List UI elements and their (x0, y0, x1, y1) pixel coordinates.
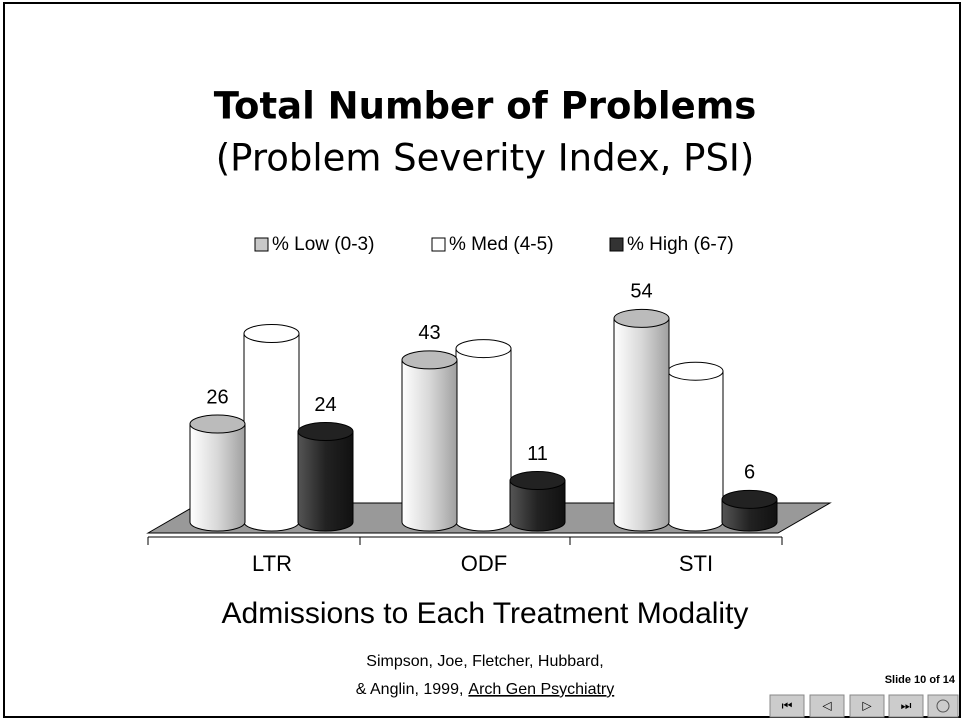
cylinder-body (667, 370, 724, 532)
cylinder-body (613, 317, 670, 532)
data-label: 24 (314, 394, 336, 416)
cylinder-top (401, 350, 458, 370)
cylinder-top (667, 361, 724, 381)
cylinder-body (401, 359, 458, 532)
citation-text: & Anglin, 1999, (356, 681, 464, 698)
citation-line: Simpson, Joe, Fletcher, Hubbard, (366, 653, 603, 670)
data-label: 6 (744, 462, 755, 484)
bar (401, 350, 458, 532)
data-label: 11 (527, 443, 548, 465)
bar (721, 489, 778, 532)
cylinder-top (509, 471, 566, 491)
data-label: 54 (630, 281, 652, 303)
x-axis-title: Admissions to Each Treatment Modality (222, 597, 749, 630)
x-tick-label: STI (679, 551, 713, 576)
icon (936, 699, 950, 713)
cylinder-top (613, 308, 670, 328)
cylinder-body (243, 333, 300, 532)
bar (509, 471, 566, 532)
menu-button[interactable] (927, 694, 959, 718)
legend-label: % Low (0-3) (272, 234, 374, 255)
first-button[interactable] (769, 694, 805, 718)
x-tick-label: LTR (252, 551, 292, 576)
cylinder-body (455, 348, 512, 532)
legend-swatch (431, 237, 446, 252)
cylinder-top (243, 324, 300, 343)
bar (189, 414, 246, 532)
journal: Arch Gen Psychiatry (468, 681, 614, 698)
legend-label: % High (6-7) (627, 234, 734, 255)
cylinder-top (455, 339, 512, 359)
cylinder-top (297, 422, 354, 442)
next-button[interactable] (849, 694, 885, 718)
icon: ◁ (821, 699, 831, 713)
cylinder-top (189, 414, 246, 434)
last-button[interactable] (888, 694, 924, 718)
prev-button[interactable] (809, 694, 845, 718)
icon: ⏮ (782, 699, 793, 713)
bar (613, 308, 670, 532)
data-label: 26 (206, 386, 228, 408)
legend-swatch (254, 237, 269, 252)
citation-line: & Anglin, 1999, Arch Gen Psychiatry (356, 681, 614, 698)
subtitle: (Problem Severity Index, PSI) (216, 137, 755, 180)
data-label: 43 (418, 322, 440, 344)
x-tick-label: ODF (461, 551, 507, 576)
plot (189, 308, 778, 532)
cylinder-body (297, 431, 354, 532)
slide-number: Slide 10 of 14 (885, 674, 956, 686)
bar (243, 324, 300, 532)
icon: ⏭ (901, 699, 912, 713)
cylinder-body (509, 480, 566, 532)
title: Total Number of Problems (214, 85, 757, 128)
nav-buttons: ⏮ ◁ ▷ ⏭ (769, 694, 959, 718)
legend-swatch (609, 237, 624, 252)
bar (455, 339, 512, 532)
legend-label: % Med (4-5) (449, 234, 554, 255)
bar (297, 422, 354, 532)
cylinder-top (721, 489, 778, 509)
cylinder-body (189, 423, 246, 532)
icon: ▷ (862, 699, 872, 713)
bar (667, 361, 724, 532)
